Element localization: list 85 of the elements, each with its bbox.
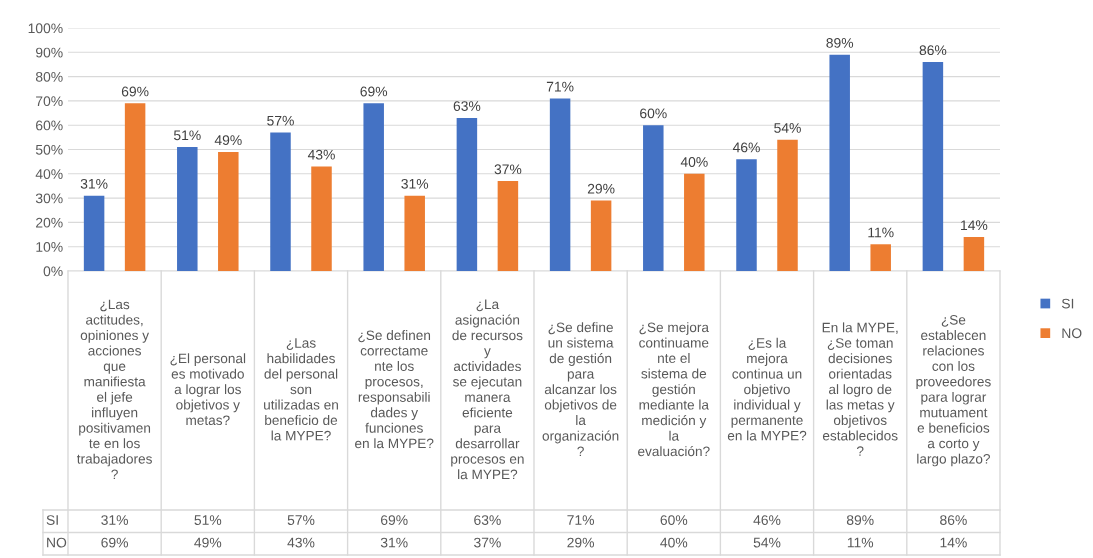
legend-label: SI (1061, 298, 1074, 309)
text: 69% (360, 86, 388, 97)
x-tick-label: ¿Las habilidades del personal son utilizadas en beneficio de la MYPE? (264, 338, 338, 441)
text: 11% (868, 227, 894, 238)
data-label: 89% (846, 515, 874, 525)
text: SI (46, 515, 58, 525)
bar (736, 159, 757, 271)
x-tick-label: ¿El personal es motivado a lograr los objetivos y metas? (170, 353, 246, 426)
data-label: 57% (287, 515, 315, 525)
bar (590, 200, 612, 271)
text: 51% (173, 130, 201, 141)
y-tick-label: 0% (43, 266, 63, 277)
bar (456, 117, 478, 271)
text: 60% (640, 108, 667, 119)
data-label: 69% (381, 515, 408, 525)
data-label: 43% (287, 537, 315, 548)
bar (549, 98, 571, 271)
text: 69% (121, 86, 149, 97)
bar (363, 103, 384, 271)
y-tick-label: 50% (35, 144, 63, 155)
data-label: 29% (567, 537, 595, 548)
bar (83, 195, 105, 271)
bar (497, 181, 519, 271)
category-label: ¿Se establecen relaciones con los proveedores para lograr mutuament e beneficios a corto y largo plazo? (916, 314, 991, 467)
bar (124, 103, 146, 271)
bar (829, 54, 850, 271)
data-label: 11% (847, 537, 874, 548)
data-label: 60% (660, 515, 688, 525)
category-label: ¿Las actitudes, opiniones y acciones que manifiesta el jefe influyen positivamen te en los trabajadores ? (76, 299, 152, 479)
text: 29% (587, 183, 615, 194)
data-label: 37% (474, 537, 501, 548)
text: 86% (919, 45, 947, 56)
text: 71% (546, 81, 574, 92)
bar (922, 62, 944, 271)
bar (270, 132, 291, 271)
y-tick-label: 90% (35, 47, 63, 58)
text: 46% (732, 142, 760, 153)
y-tick-label: 20% (36, 217, 63, 228)
data-label: 31% (380, 537, 408, 548)
data-label: 49% (194, 537, 222, 548)
y-tick-label: 80% (35, 71, 63, 82)
legend-label: NO (1062, 328, 1082, 339)
data-label: 46% (753, 515, 781, 525)
text: 63% (453, 101, 481, 111)
text: 31% (80, 178, 108, 189)
text: NO (47, 537, 67, 548)
y-tick-label: 10% (36, 242, 63, 252)
y-tick-label: 100% (28, 23, 63, 34)
category-label: ¿Se define un sistema de gestión para alcanzar los objetivos de la organización ? (542, 322, 619, 457)
data-label: 63% (474, 515, 501, 525)
data-label: 51% (194, 515, 222, 525)
text: 54% (774, 123, 801, 133)
text: 40% (680, 157, 708, 167)
y-tick-label: 30% (35, 193, 63, 204)
data-label: 14% (940, 537, 967, 548)
data-label: 71% (567, 515, 595, 525)
category-label: En la MYPE, ¿Se toman decisiones orientadas al logro de las metas y objetivos establecidos ? (822, 322, 898, 456)
text: 57% (267, 115, 294, 126)
data-label: 54% (753, 537, 781, 548)
data-label: 86% (940, 515, 967, 525)
bar (218, 151, 239, 271)
bar (404, 195, 425, 271)
data-label: 69% (101, 537, 129, 548)
text: 37% (494, 164, 522, 175)
y-tick-label: 40% (35, 169, 63, 179)
text: 31% (401, 178, 429, 189)
text: 14% (961, 220, 988, 231)
bar (963, 236, 985, 271)
text: 49% (214, 135, 242, 146)
bar (177, 147, 198, 271)
bar (643, 125, 664, 271)
category-label: ¿La asignación de recursos y actividades se ejecutan manera eficiente para desarrollar procesos en la MYPE? (451, 299, 524, 480)
bar (777, 139, 798, 271)
x-tick-label: ¿Se definen correctame nte los procesos, responsabili dades y funciones en la MYPE? (355, 330, 434, 449)
category-label: ¿Se mejora continuame nte el sistema de gestión mediante la medición y la evaluación? (638, 322, 710, 457)
bar (311, 166, 332, 271)
text: 43% (307, 149, 335, 160)
bar (684, 173, 705, 271)
data-label: 40% (660, 537, 688, 548)
bar (870, 244, 891, 271)
text: 89% (826, 37, 854, 48)
x-tick-label: ¿Es la mejora continua un objetivo individual y permanente en la MYPE? (727, 337, 807, 441)
y-tick-label: 70% (36, 96, 63, 107)
y-tick-label: 60% (36, 120, 63, 131)
data-label: 31% (101, 515, 129, 525)
